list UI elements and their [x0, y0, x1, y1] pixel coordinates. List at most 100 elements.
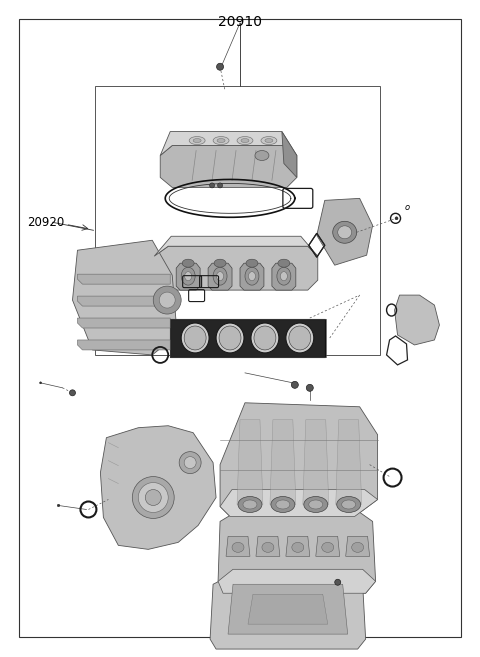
Ellipse shape — [306, 384, 313, 392]
Polygon shape — [72, 240, 177, 355]
Ellipse shape — [216, 271, 224, 281]
Ellipse shape — [278, 260, 290, 267]
Ellipse shape — [289, 326, 311, 350]
Ellipse shape — [255, 150, 269, 160]
Polygon shape — [154, 246, 318, 290]
Ellipse shape — [249, 271, 255, 281]
Ellipse shape — [333, 221, 357, 243]
Ellipse shape — [246, 260, 258, 267]
Polygon shape — [248, 594, 328, 624]
Ellipse shape — [280, 271, 288, 281]
Ellipse shape — [335, 579, 341, 585]
Polygon shape — [395, 295, 439, 345]
Ellipse shape — [57, 504, 60, 507]
Polygon shape — [282, 131, 297, 177]
Ellipse shape — [243, 500, 257, 509]
Bar — [96, 85, 380, 355]
Ellipse shape — [184, 326, 206, 350]
Ellipse shape — [262, 543, 274, 553]
Ellipse shape — [322, 543, 334, 553]
Ellipse shape — [254, 326, 276, 350]
Ellipse shape — [276, 500, 290, 509]
Ellipse shape — [309, 500, 323, 509]
Polygon shape — [316, 536, 340, 556]
Ellipse shape — [138, 482, 168, 512]
Polygon shape — [77, 340, 170, 350]
Ellipse shape — [184, 457, 196, 468]
Polygon shape — [210, 574, 366, 649]
Ellipse shape — [213, 267, 227, 285]
Ellipse shape — [39, 382, 42, 384]
Polygon shape — [270, 420, 296, 505]
Ellipse shape — [70, 390, 75, 396]
Text: 20910: 20910 — [218, 15, 262, 29]
Polygon shape — [317, 198, 372, 265]
Ellipse shape — [145, 489, 161, 505]
Ellipse shape — [251, 323, 279, 353]
Ellipse shape — [286, 323, 314, 353]
Ellipse shape — [189, 137, 205, 145]
Polygon shape — [160, 131, 297, 156]
Polygon shape — [220, 403, 378, 516]
Ellipse shape — [271, 497, 295, 512]
Polygon shape — [226, 536, 250, 556]
Ellipse shape — [217, 139, 225, 143]
Polygon shape — [170, 319, 325, 357]
Polygon shape — [272, 263, 296, 290]
Text: o: o — [405, 203, 410, 212]
Ellipse shape — [132, 476, 174, 518]
Ellipse shape — [352, 543, 364, 553]
Ellipse shape — [216, 63, 224, 70]
Ellipse shape — [245, 267, 259, 285]
Polygon shape — [176, 263, 200, 290]
Polygon shape — [208, 263, 232, 290]
Polygon shape — [346, 536, 370, 556]
Ellipse shape — [238, 497, 262, 512]
Ellipse shape — [217, 183, 223, 188]
Ellipse shape — [261, 137, 277, 145]
Ellipse shape — [291, 381, 299, 388]
Polygon shape — [77, 318, 170, 328]
Ellipse shape — [182, 260, 194, 267]
Ellipse shape — [181, 267, 195, 285]
Polygon shape — [240, 263, 264, 290]
Polygon shape — [100, 426, 216, 549]
Ellipse shape — [342, 500, 356, 509]
Ellipse shape — [219, 326, 241, 350]
Ellipse shape — [214, 260, 226, 267]
Ellipse shape — [292, 543, 304, 553]
Ellipse shape — [159, 292, 175, 308]
Polygon shape — [336, 420, 361, 505]
Polygon shape — [77, 296, 170, 306]
Ellipse shape — [241, 139, 249, 143]
Bar — [170, 319, 326, 357]
Ellipse shape — [336, 497, 360, 512]
Ellipse shape — [185, 271, 192, 281]
Polygon shape — [286, 536, 310, 556]
Ellipse shape — [237, 137, 253, 145]
Polygon shape — [218, 570, 376, 593]
Ellipse shape — [232, 543, 244, 553]
Polygon shape — [154, 237, 318, 256]
Ellipse shape — [153, 286, 181, 314]
Ellipse shape — [193, 139, 201, 143]
Polygon shape — [228, 584, 348, 634]
Ellipse shape — [213, 137, 229, 145]
Text: 20920: 20920 — [28, 215, 65, 229]
Ellipse shape — [179, 451, 201, 474]
Ellipse shape — [304, 497, 328, 512]
Ellipse shape — [265, 139, 273, 143]
Ellipse shape — [210, 183, 215, 188]
Polygon shape — [256, 536, 280, 556]
Ellipse shape — [338, 226, 352, 238]
Ellipse shape — [181, 323, 209, 353]
Polygon shape — [303, 420, 329, 505]
Polygon shape — [237, 420, 263, 505]
Polygon shape — [218, 509, 376, 593]
Ellipse shape — [395, 217, 398, 220]
Ellipse shape — [216, 323, 244, 353]
Polygon shape — [160, 146, 297, 187]
Polygon shape — [220, 489, 378, 516]
Polygon shape — [77, 274, 170, 284]
Ellipse shape — [277, 267, 291, 285]
